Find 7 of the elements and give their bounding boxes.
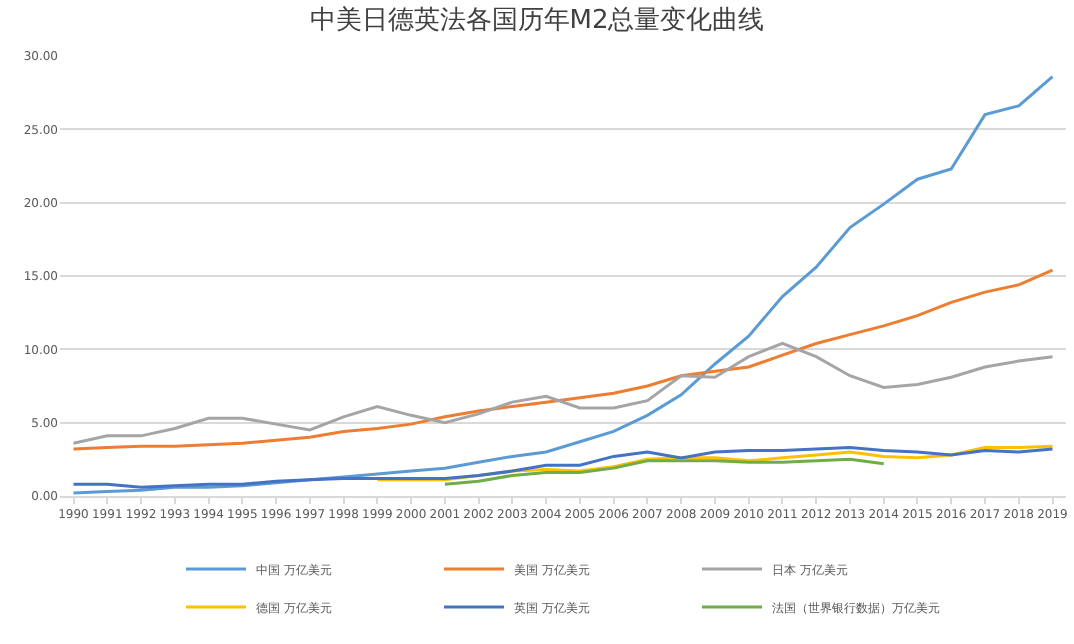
line-series bbox=[72, 341, 1054, 445]
line-series bbox=[72, 446, 1054, 489]
line-series bbox=[443, 457, 886, 486]
line-series bbox=[375, 444, 1054, 482]
chart-title: 中美日德英法各国历年M2总量变化曲线 bbox=[309, 3, 765, 36]
line-series bbox=[72, 75, 1054, 495]
line-series bbox=[72, 268, 1054, 451]
